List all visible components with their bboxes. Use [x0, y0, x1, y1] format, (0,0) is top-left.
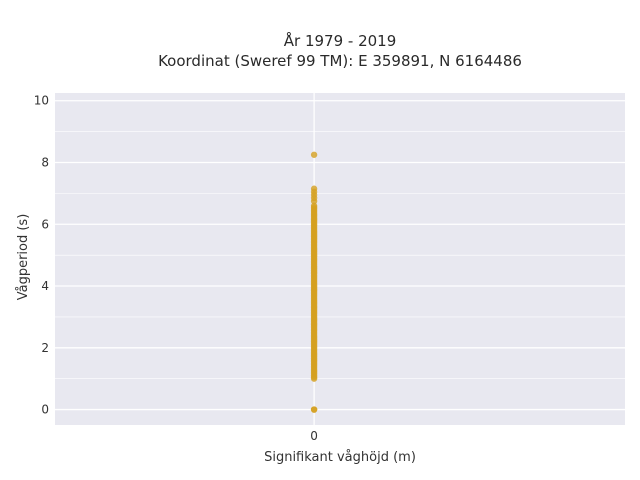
y-tick-label: 10: [34, 94, 49, 108]
data-point: [310, 406, 318, 413]
plot-area: [55, 93, 625, 425]
chart-title: År 1979 - 2019: [284, 31, 397, 50]
axis-ticks: 024681000,010,020,030,040,05: [34, 94, 318, 443]
grid: [55, 93, 625, 425]
y-tick-label: 0: [41, 403, 49, 417]
y-tick-label: 8: [41, 155, 49, 169]
x-axis-label: Signifikant våghöjd (m): [264, 450, 416, 465]
data-point: [310, 202, 318, 209]
y-tick-label: 6: [41, 217, 49, 231]
x-tick-label: 0: [310, 429, 318, 443]
data-point: [310, 185, 318, 192]
y-tick-label: 2: [41, 341, 49, 355]
data-point: [310, 151, 318, 158]
y-tick-label: 4: [41, 279, 49, 293]
y-axis-label: Vågperiod (s): [16, 214, 31, 301]
data-points: [310, 151, 318, 413]
chart-subtitle: Koordinat (Sweref 99 TM): E 359891, N 61…: [158, 52, 522, 70]
